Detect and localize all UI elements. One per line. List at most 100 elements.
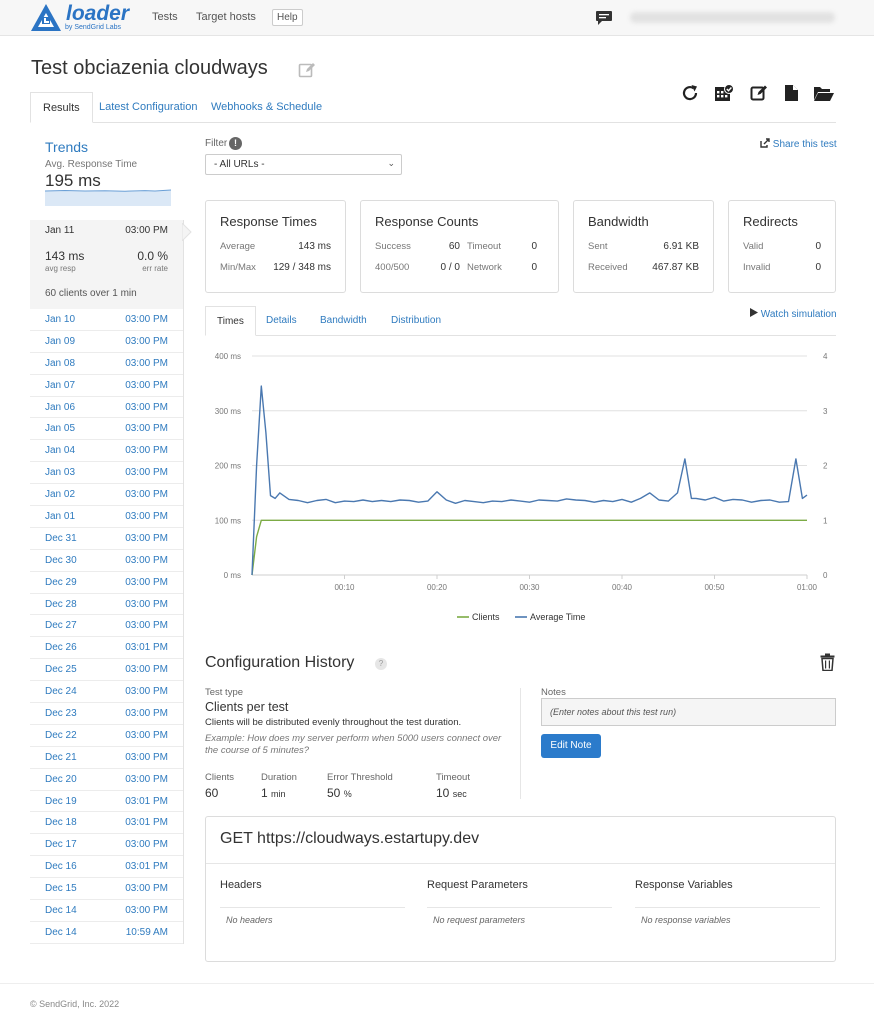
tab-times[interactable]: Times — [205, 306, 256, 336]
duplicate-file-icon[interactable] — [784, 84, 799, 102]
run-time: 03:00 PM — [125, 620, 168, 632]
run-time: 03:00 PM — [125, 839, 168, 851]
tab-webhooks-schedule[interactable]: Webhooks & Schedule — [211, 101, 323, 113]
series-line-average-time — [251, 385, 808, 576]
card-title: Response Times — [220, 214, 317, 229]
tab-latest-configuration[interactable]: Latest Configuration — [99, 101, 198, 113]
list-item[interactable]: Jan 01 03:00 PM — [30, 506, 183, 528]
list-item[interactable]: Jan 10 03:00 PM — [30, 309, 183, 331]
run-time: 03:00 PM — [125, 335, 168, 347]
run-time: 03:01 PM — [125, 861, 168, 873]
y-tick-label-right: 0 — [823, 571, 828, 580]
notes-field[interactable]: (Enter notes about this test run) — [541, 698, 836, 726]
nav-target-hosts[interactable]: Target hosts — [196, 11, 256, 23]
run-date: Dec 18 — [45, 817, 77, 829]
url-filter-select[interactable]: - All URLs - ⌄ — [205, 154, 402, 175]
trends-link[interactable]: Trends — [45, 139, 89, 155]
config-help-icon[interactable]: ? — [375, 658, 387, 670]
y-tick-label-left: 300 ms — [215, 407, 241, 416]
run-date: Dec 15 — [45, 883, 77, 895]
list-item[interactable]: Dec 19 03:01 PM — [30, 791, 183, 813]
list-item[interactable]: Dec 15 03:00 PM — [30, 878, 183, 901]
list-item[interactable]: Dec 23 03:00 PM — [30, 703, 183, 725]
received-value: 467.87 KB — [652, 262, 699, 273]
invalid-value: 0 — [815, 262, 821, 273]
list-item[interactable]: Dec 24 03:00 PM — [30, 681, 183, 704]
y-tick-label-right: 3 — [823, 407, 828, 416]
current-run-summary[interactable]: Jan 11 03:00 PM 143 ms avg resp 0.0 % er… — [30, 220, 192, 309]
url-filter-selected: - All URLs - — [214, 159, 265, 170]
run-date: Jan 04 — [45, 445, 76, 457]
list-item[interactable]: Jan 07 03:00 PM — [30, 375, 183, 397]
open-folder-icon[interactable] — [813, 84, 835, 102]
run-time: 10:59 AM — [125, 926, 168, 938]
list-item[interactable]: Dec 28 03:00 PM — [30, 594, 183, 616]
chat-icon[interactable] — [595, 10, 613, 26]
footer-divider — [0, 983, 874, 984]
tab-distribution[interactable]: Distribution — [391, 315, 442, 326]
tab-results[interactable]: Results — [30, 92, 93, 123]
watch-simulation-link[interactable]: Watch simulation — [750, 308, 837, 320]
list-item[interactable]: Jan 06 03:00 PM — [30, 397, 183, 419]
tab-bandwidth[interactable]: Bandwidth — [320, 315, 367, 326]
nav-help-button[interactable]: Help — [272, 9, 303, 26]
loader-logo[interactable]: loader by SendGrid Labs — [30, 2, 140, 33]
list-item[interactable]: Dec 18 03:01 PM — [30, 812, 183, 835]
list-item[interactable]: Dec 16 03:01 PM — [30, 856, 183, 879]
card-bandwidth: Bandwidth Sent 6.91 KB Received 467.87 K… — [573, 200, 714, 293]
trash-icon[interactable] — [820, 653, 835, 671]
share-icon — [760, 138, 770, 148]
list-item[interactable]: Dec 26 03:01 PM — [30, 637, 183, 660]
tab-details[interactable]: Details — [266, 315, 297, 326]
list-item[interactable]: Dec 27 03:00 PM — [30, 615, 183, 638]
run-time: 03:00 PM — [125, 554, 168, 566]
list-item[interactable]: Jan 02 03:00 PM — [30, 484, 183, 507]
run-date: Jan 10 — [45, 314, 76, 325]
edit-test-icon[interactable] — [750, 84, 768, 102]
legend-label-clients: Clients — [472, 612, 500, 622]
list-item[interactable]: Jan 08 03:00 PM — [30, 353, 183, 375]
legend-label-average-time: Average Time — [530, 612, 585, 622]
run-date: Dec 30 — [45, 554, 77, 566]
edit-note-button[interactable]: Edit Note — [541, 734, 601, 758]
run-date: Jan 02 — [45, 489, 76, 501]
trend-sparkline — [45, 189, 171, 206]
edit-title-icon[interactable] — [298, 61, 316, 79]
list-item[interactable]: Jan 05 03:00 PM — [30, 418, 183, 441]
list-item[interactable]: Dec 30 03:00 PM — [30, 550, 183, 572]
run-date: Jan 05 — [45, 423, 76, 435]
schedule-calendar-icon[interactable] — [714, 84, 734, 102]
errors-label: 400/500 — [375, 262, 410, 273]
share-test-link[interactable]: Share this test — [760, 138, 837, 150]
rerun-icon[interactable] — [681, 84, 699, 102]
run-time: 03:00 PM — [125, 751, 168, 763]
invalid-label: Invalid — [743, 262, 771, 273]
sent-label: Sent — [588, 241, 608, 252]
nav-tests[interactable]: Tests — [152, 11, 178, 23]
list-item[interactable]: Dec 14 03:00 PM — [30, 900, 183, 922]
valid-label: Valid — [743, 241, 764, 252]
list-item[interactable]: Dec 29 03:00 PM — [30, 572, 183, 594]
user-account-blurred[interactable] — [630, 12, 835, 23]
run-date: Dec 21 — [45, 751, 77, 763]
card-response-counts: Response Counts Success 60 Timeout 0 400… — [360, 200, 559, 293]
list-item[interactable]: Dec 25 03:00 PM — [30, 659, 183, 682]
filter-info-icon[interactable]: ! — [229, 137, 242, 150]
list-item[interactable]: Jan 04 03:00 PM — [30, 440, 183, 463]
list-item[interactable]: Jan 03 03:00 PM — [30, 462, 183, 485]
list-item[interactable]: Dec 17 03:00 PM — [30, 834, 183, 857]
list-item[interactable]: Dec 31 03:00 PM — [30, 528, 183, 550]
list-item[interactable]: Dec 21 03:00 PM — [30, 747, 183, 769]
divider — [206, 863, 835, 864]
list-item[interactable]: Dec 22 03:00 PM — [30, 725, 183, 747]
response-vars-heading: Response Variables — [635, 879, 733, 891]
duration-unit: min — [271, 789, 286, 799]
current-run-err-rate-label: err rate — [142, 264, 168, 273]
list-item[interactable]: Dec 14 10:59 AM — [30, 922, 183, 944]
list-item[interactable]: Dec 20 03:00 PM — [30, 769, 183, 791]
request-panel: GET https://cloudways.estartupy.dev Head… — [205, 816, 836, 962]
duration-number: 1 — [261, 786, 268, 800]
request-params-value: No request parameters — [433, 915, 526, 925]
list-item[interactable]: Jan 09 03:00 PM — [30, 331, 183, 353]
received-label: Received — [588, 262, 628, 273]
